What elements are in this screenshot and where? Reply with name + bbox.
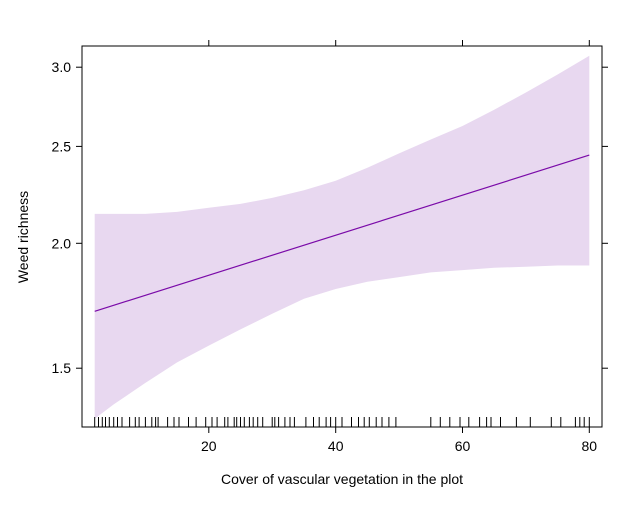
x-axis-label: Cover of vascular vegetation in the plot	[221, 471, 463, 487]
plot-frame	[81, 45, 603, 428]
y-tick-label: 1.5	[52, 360, 72, 376]
axis-ticks-layer: 20 40 60 80 1.5 2.0 2.5 3.0	[52, 40, 608, 454]
rug-layer	[94, 417, 590, 427]
y-tick-label: 2.0	[52, 235, 72, 251]
y-tick-label: 2.5	[52, 138, 72, 154]
fit-line-0	[94, 154, 590, 312]
x-tick-label: 60	[455, 438, 471, 454]
fit-line-layer	[94, 154, 590, 312]
x-tick-label: 40	[328, 438, 344, 454]
y-tick-label: 3.0	[52, 59, 72, 75]
confidence-band	[94, 55, 590, 419]
confidence-band-layer	[94, 55, 590, 419]
y-axis-label: Weed richness	[15, 191, 31, 283]
x-tick-label: 20	[201, 438, 217, 454]
x-tick-label: 80	[582, 438, 598, 454]
